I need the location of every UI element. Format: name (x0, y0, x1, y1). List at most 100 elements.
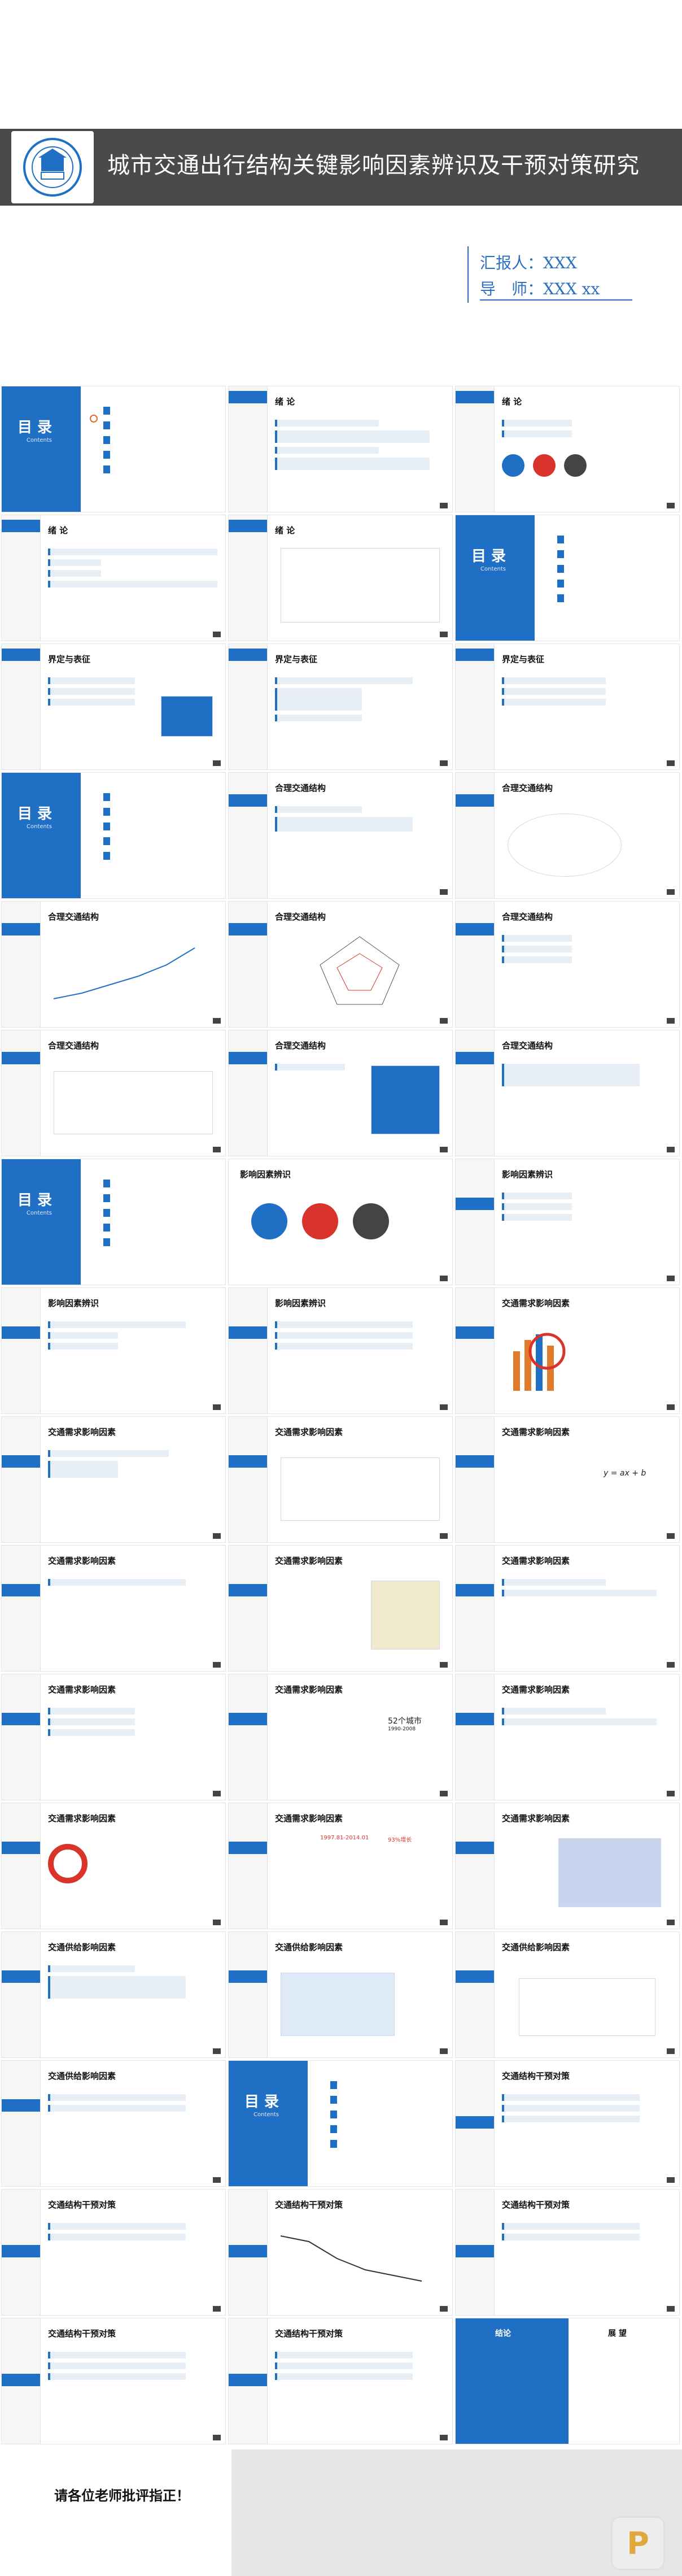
slide-xulun-4[interactable]: 绪 论 (228, 515, 453, 641)
toc-item (103, 436, 216, 444)
slide-title: 合理交通结构 (502, 783, 553, 793)
page-number (667, 1662, 675, 1668)
slide-yingxiang-3[interactable]: 影响因素辨识 (1, 1287, 226, 1414)
slide-xuqiu-5[interactable]: 交通需求影响因素 (1, 1545, 226, 1672)
page-number (440, 503, 448, 508)
slide-jieding-3[interactable]: 界定与表征 (455, 643, 680, 770)
slide-title: 绪 论 (502, 397, 522, 407)
slide-title: 绪 论 (275, 397, 295, 407)
page-number (667, 1147, 675, 1152)
slide-title: 影响因素辨识 (240, 1169, 291, 1180)
slide-ganyu-5[interactable]: 交通结构干预对策 (1, 2318, 226, 2444)
slide-heli-4[interactable]: 合理交通结构 (228, 901, 453, 1028)
page-number (440, 889, 448, 895)
slide-xuqiu-2[interactable]: 交通需求影响因素 (1, 1416, 226, 1543)
slide-xulun-2[interactable]: 绪 论 (455, 386, 680, 512)
slide-toc-3[interactable]: 目 录 Contents (1, 772, 226, 899)
slide-heli-1[interactable]: 合理交通结构 (228, 772, 453, 899)
slide-toc-4[interactable]: 目 录 Contents (1, 1159, 226, 1285)
slide-heli-5[interactable]: 合理交通结构 (455, 901, 680, 1028)
page-number (667, 1018, 675, 1024)
toc-title: 目 录 (18, 1192, 53, 1209)
slide-jieding-2[interactable]: 界定与表征 (228, 643, 453, 770)
toc-subtitle: Contents (253, 2112, 279, 2118)
page-number (213, 2177, 221, 2183)
slide-xuqiu-13[interactable]: 交通需求影响因素 (455, 1803, 680, 1929)
closing-grey-panel (231, 2449, 682, 2576)
page-number (440, 2048, 448, 2054)
slide-yingxiang-1[interactable]: 影响因素辨识 (228, 1159, 453, 1285)
formula-label: y = ax + b (604, 1469, 646, 1478)
page-number (213, 1404, 221, 1410)
slide-heli-7[interactable]: 合理交通结构 (228, 1030, 453, 1156)
page-number (667, 1276, 675, 1281)
page-number (667, 1533, 675, 1539)
outlook-title: 展 望 (608, 2329, 627, 2338)
slide-xuqiu-9[interactable]: 交通需求影响因素 52个城市 1990-2008 (228, 1674, 453, 1800)
slide-heli-6[interactable]: 合理交通结构 (1, 1030, 226, 1156)
slide-jieding-1[interactable]: 界定与表征 (1, 643, 226, 770)
slide-conclusion[interactable]: 结论 展 望 (455, 2318, 680, 2444)
slide-title: 交通供给影响因素 (275, 1942, 343, 1952)
slide-ganyu-2[interactable]: 交通结构干预对策 (1, 2189, 226, 2316)
slide-title: 绪 论 (275, 525, 295, 536)
slide-xulun-3[interactable]: 绪 论 (1, 515, 226, 641)
cover-title: 城市交通出行结构关键影响因素辨识及干预对策研究 (107, 153, 640, 179)
cover-slide: 城市交通出行结构关键影响因素辨识及干预对策研究 汇报人：XXX 导 师：XXX … (0, 0, 682, 384)
date-range-label: 1997.81-2014.01 (320, 1835, 369, 1841)
toc-list (103, 407, 216, 480)
slide-toc-5[interactable]: 目 录 Contents (228, 2060, 453, 2187)
cover-underline (480, 299, 632, 301)
slide-heli-2[interactable]: 合理交通结构 (455, 772, 680, 899)
slide-ganyu-6[interactable]: 交通结构干预对策 (228, 2318, 453, 2444)
growth-label: 93%增长 (388, 1837, 412, 1843)
slide-ganyu-4[interactable]: 交通结构干预对策 (455, 2189, 680, 2316)
slide-xuqiu-8[interactable]: 交通需求影响因素 (1, 1674, 226, 1800)
slide-ganyu-1[interactable]: 交通结构干预对策 (455, 2060, 680, 2187)
slide-yingxiang-2[interactable]: 影响因素辨识 (455, 1159, 680, 1285)
slide-yingxiang-4[interactable]: 影响因素辨识 (228, 1287, 453, 1414)
slide-gongji-2[interactable]: 交通供给影响因素 (228, 1931, 453, 2058)
toc-subtitle: Contents (27, 824, 52, 830)
slide-xuqiu-6[interactable]: 交通需求影响因素 (228, 1545, 453, 1672)
slide-xuqiu-4[interactable]: 交通需求影响因素 y = ax + b (455, 1416, 680, 1543)
conclusion-title: 结论 (495, 2329, 511, 2338)
cover-reporter: 汇报人：XXX (480, 254, 577, 272)
slide-title: 交通结构干预对策 (502, 2071, 570, 2081)
toc-title: 目 录 (18, 419, 53, 436)
toc-title: 目 录 (18, 806, 53, 823)
slide-xuqiu-7[interactable]: 交通需求影响因素 (455, 1545, 680, 1672)
slide-gongji-3[interactable]: 交通供给影响因素 (455, 1931, 680, 2058)
cover-title-bar (0, 129, 682, 206)
slide-toc-2[interactable]: 目 录 Contents (455, 515, 680, 641)
page-number (440, 1791, 448, 1796)
slide-toc-1[interactable]: 目 录 Contents (1, 386, 226, 512)
slide-xuqiu-3[interactable]: 交通需求影响因素 (228, 1416, 453, 1543)
cover-divider (467, 246, 469, 303)
toc-subtitle: Contents (27, 1210, 52, 1216)
slide-heli-8[interactable]: 合理交通结构 (455, 1030, 680, 1156)
page-number (213, 1533, 221, 1539)
page-number (667, 1920, 675, 1925)
slide-gongji-1[interactable]: 交通供给影响因素 (1, 1931, 226, 2058)
slide-xuqiu-1[interactable]: 交通需求影响因素 (455, 1287, 680, 1414)
slide-xuqiu-10[interactable]: 交通需求影响因素 (455, 1674, 680, 1800)
slide-xuqiu-12[interactable]: 交通需求影响因素 1997.81-2014.01 93%增长 (228, 1803, 453, 1929)
slide-title: 交通结构干预对策 (502, 2200, 570, 2210)
location-pin-icon (90, 415, 98, 423)
slide-title: 合理交通结构 (502, 1041, 553, 1051)
slide-gongji-4[interactable]: 交通供给影响因素 (1, 2060, 226, 2187)
slide-title: 绪 论 (48, 525, 68, 536)
slide-title: 交通供给影响因素 (48, 2071, 116, 2081)
slide-title: 合理交通结构 (48, 912, 99, 922)
page-number (667, 503, 675, 508)
cover-advisor: 导 师：XXX xx (480, 280, 600, 298)
slide-xuqiu-11[interactable]: 交通需求影响因素 (1, 1803, 226, 1929)
slide-ganyu-3[interactable]: 交通结构干预对策 (228, 2189, 453, 2316)
slide-xulun-1[interactable]: 绪 论 (228, 386, 453, 512)
slide-title: 合理交通结构 (502, 912, 553, 922)
thanks-text: 请各位老师批评指正！ (54, 2488, 190, 2504)
slide-title: 影响因素辨识 (275, 1298, 326, 1308)
slide-title: 交通结构干预对策 (275, 2200, 343, 2210)
slide-heli-3[interactable]: 合理交通结构 (1, 901, 226, 1028)
